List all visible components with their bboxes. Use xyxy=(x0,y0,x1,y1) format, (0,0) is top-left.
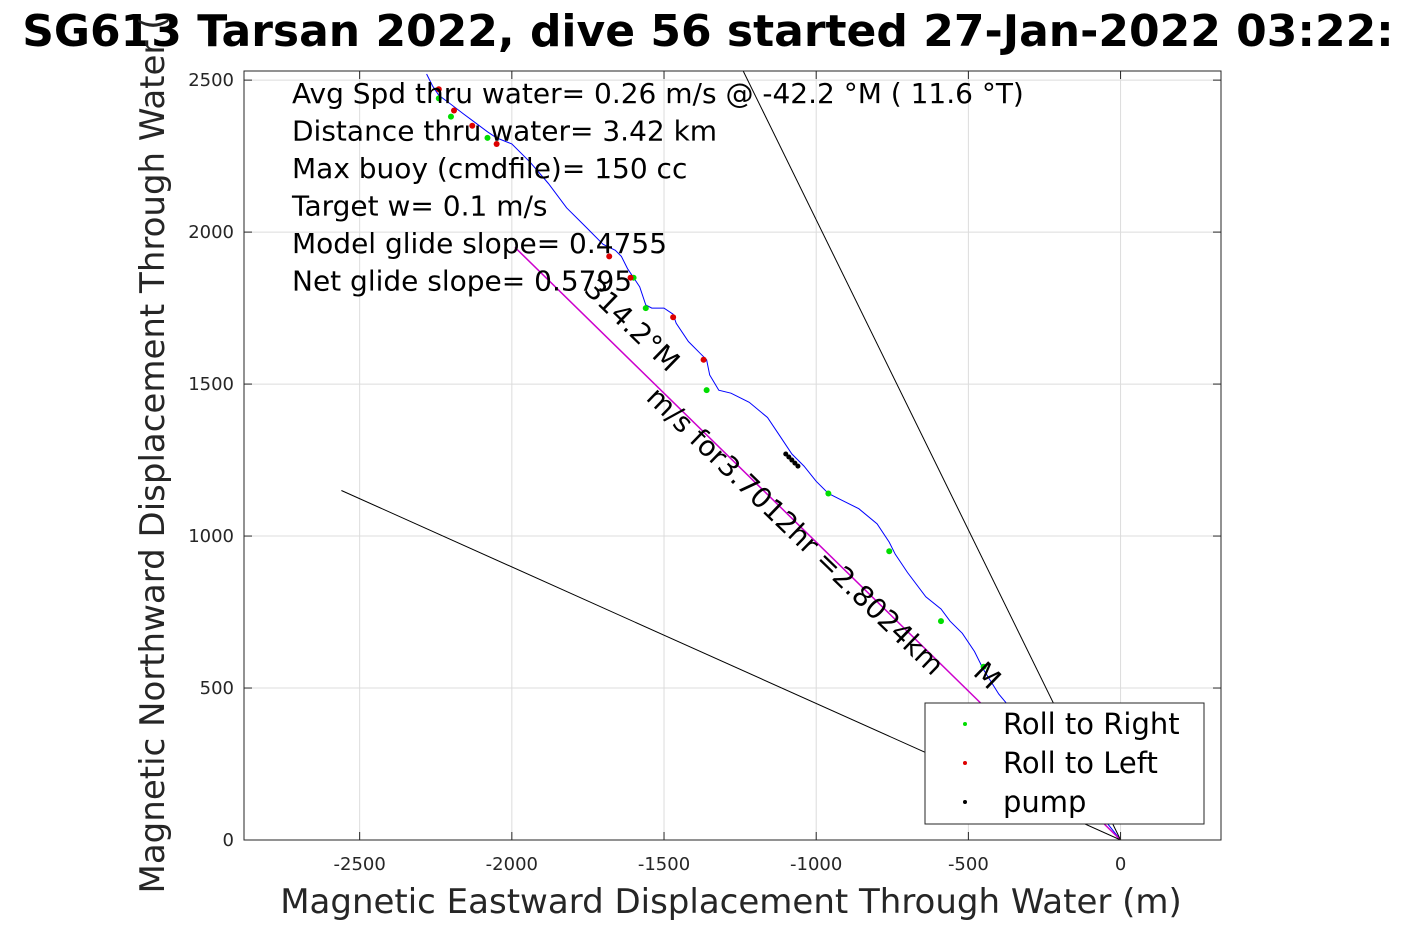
y-tick-label: 1000 xyxy=(188,526,234,547)
marker-pump xyxy=(795,463,801,469)
x-axis-label: Magnetic Eastward Displacement Through W… xyxy=(280,882,1182,922)
annotation-line: Max buoy (cmdfile)= 150 cc xyxy=(292,152,687,185)
plot-frame xyxy=(243,70,1222,841)
rotated-label-m: M xyxy=(967,655,1007,696)
annotation-line: Distance thru water= 3.42 km xyxy=(292,115,717,148)
marker-roll-right xyxy=(825,490,832,497)
ticks: -2500 -2000 -1500 -1000 -500 0 0 500 1000 1500 200… xyxy=(188,70,1221,875)
marker-roll-left xyxy=(493,140,500,147)
x-tick-label: 0 xyxy=(1115,854,1126,875)
marker-pump xyxy=(789,457,795,463)
annotation-line: Avg Spd thru water= 0.26 m/s @ -42.2 °M … xyxy=(292,77,1024,110)
marker-roll-right xyxy=(980,663,987,670)
marker-pump xyxy=(783,451,789,457)
marker-roll-left xyxy=(435,86,442,93)
legend: Roll to Right Roll to Left pump xyxy=(924,702,1205,825)
x-tick-label: -1000 xyxy=(790,854,842,875)
marker-roll-left xyxy=(469,122,476,129)
legend-box xyxy=(924,702,1205,825)
marker-roll-right xyxy=(937,618,944,625)
legend-marker xyxy=(963,761,967,765)
legend-label: Roll to Left xyxy=(1003,746,1158,780)
x-tick-label: -2500 xyxy=(334,854,386,875)
marker-roll-left xyxy=(627,274,634,281)
y-tick-label: 1500 xyxy=(188,374,234,395)
rotated-label-speed: m/s for3.7012hr =2.8024km xyxy=(640,380,950,681)
marker-roll-right xyxy=(447,113,454,120)
marker-roll-right xyxy=(703,387,710,394)
y-axis-label: Magnetic Northward Displacement Through … xyxy=(133,17,173,894)
annotations: Avg Spd thru water= 0.26 m/s @ -42.2 °M … xyxy=(291,77,1024,298)
marker-roll-right xyxy=(642,305,649,312)
marker-roll-left xyxy=(670,314,677,321)
annotation-line: Net glide slope= 0.5795 xyxy=(292,265,632,298)
y-tick-label: 500 xyxy=(200,678,234,699)
marker-roll-left xyxy=(606,253,613,260)
marker-roll-right xyxy=(886,548,893,555)
marker-pump xyxy=(792,460,798,466)
legend-label: pump xyxy=(1003,785,1086,819)
chart-title: SG613 Tarsan 2022, dive 56 started 27-Ja… xyxy=(22,6,1394,57)
marker-pump xyxy=(786,454,792,460)
y-tick-label: 2000 xyxy=(188,222,234,243)
annotation-line: Target w= 0.1 m/s xyxy=(291,190,548,223)
x-tick-label: -1500 xyxy=(638,854,690,875)
legend-marker xyxy=(963,800,967,804)
grid xyxy=(244,71,1221,841)
y-tick-label: 0 xyxy=(223,830,234,851)
series-track xyxy=(426,73,1121,840)
marker-roll-right xyxy=(435,95,442,102)
marker-roll-left xyxy=(451,107,458,114)
legend-label: Roll to Right xyxy=(1003,707,1180,741)
marker-roll-left xyxy=(700,356,707,363)
x-tick-label: -500 xyxy=(948,854,989,875)
x-tick-label: -2000 xyxy=(486,854,538,875)
legend-marker xyxy=(963,722,967,726)
marker-roll-right xyxy=(484,134,491,141)
annotation-line: Model glide slope= 0.4755 xyxy=(292,227,667,260)
y-tick-label: 2500 xyxy=(188,70,234,91)
markers-layer xyxy=(435,86,987,670)
